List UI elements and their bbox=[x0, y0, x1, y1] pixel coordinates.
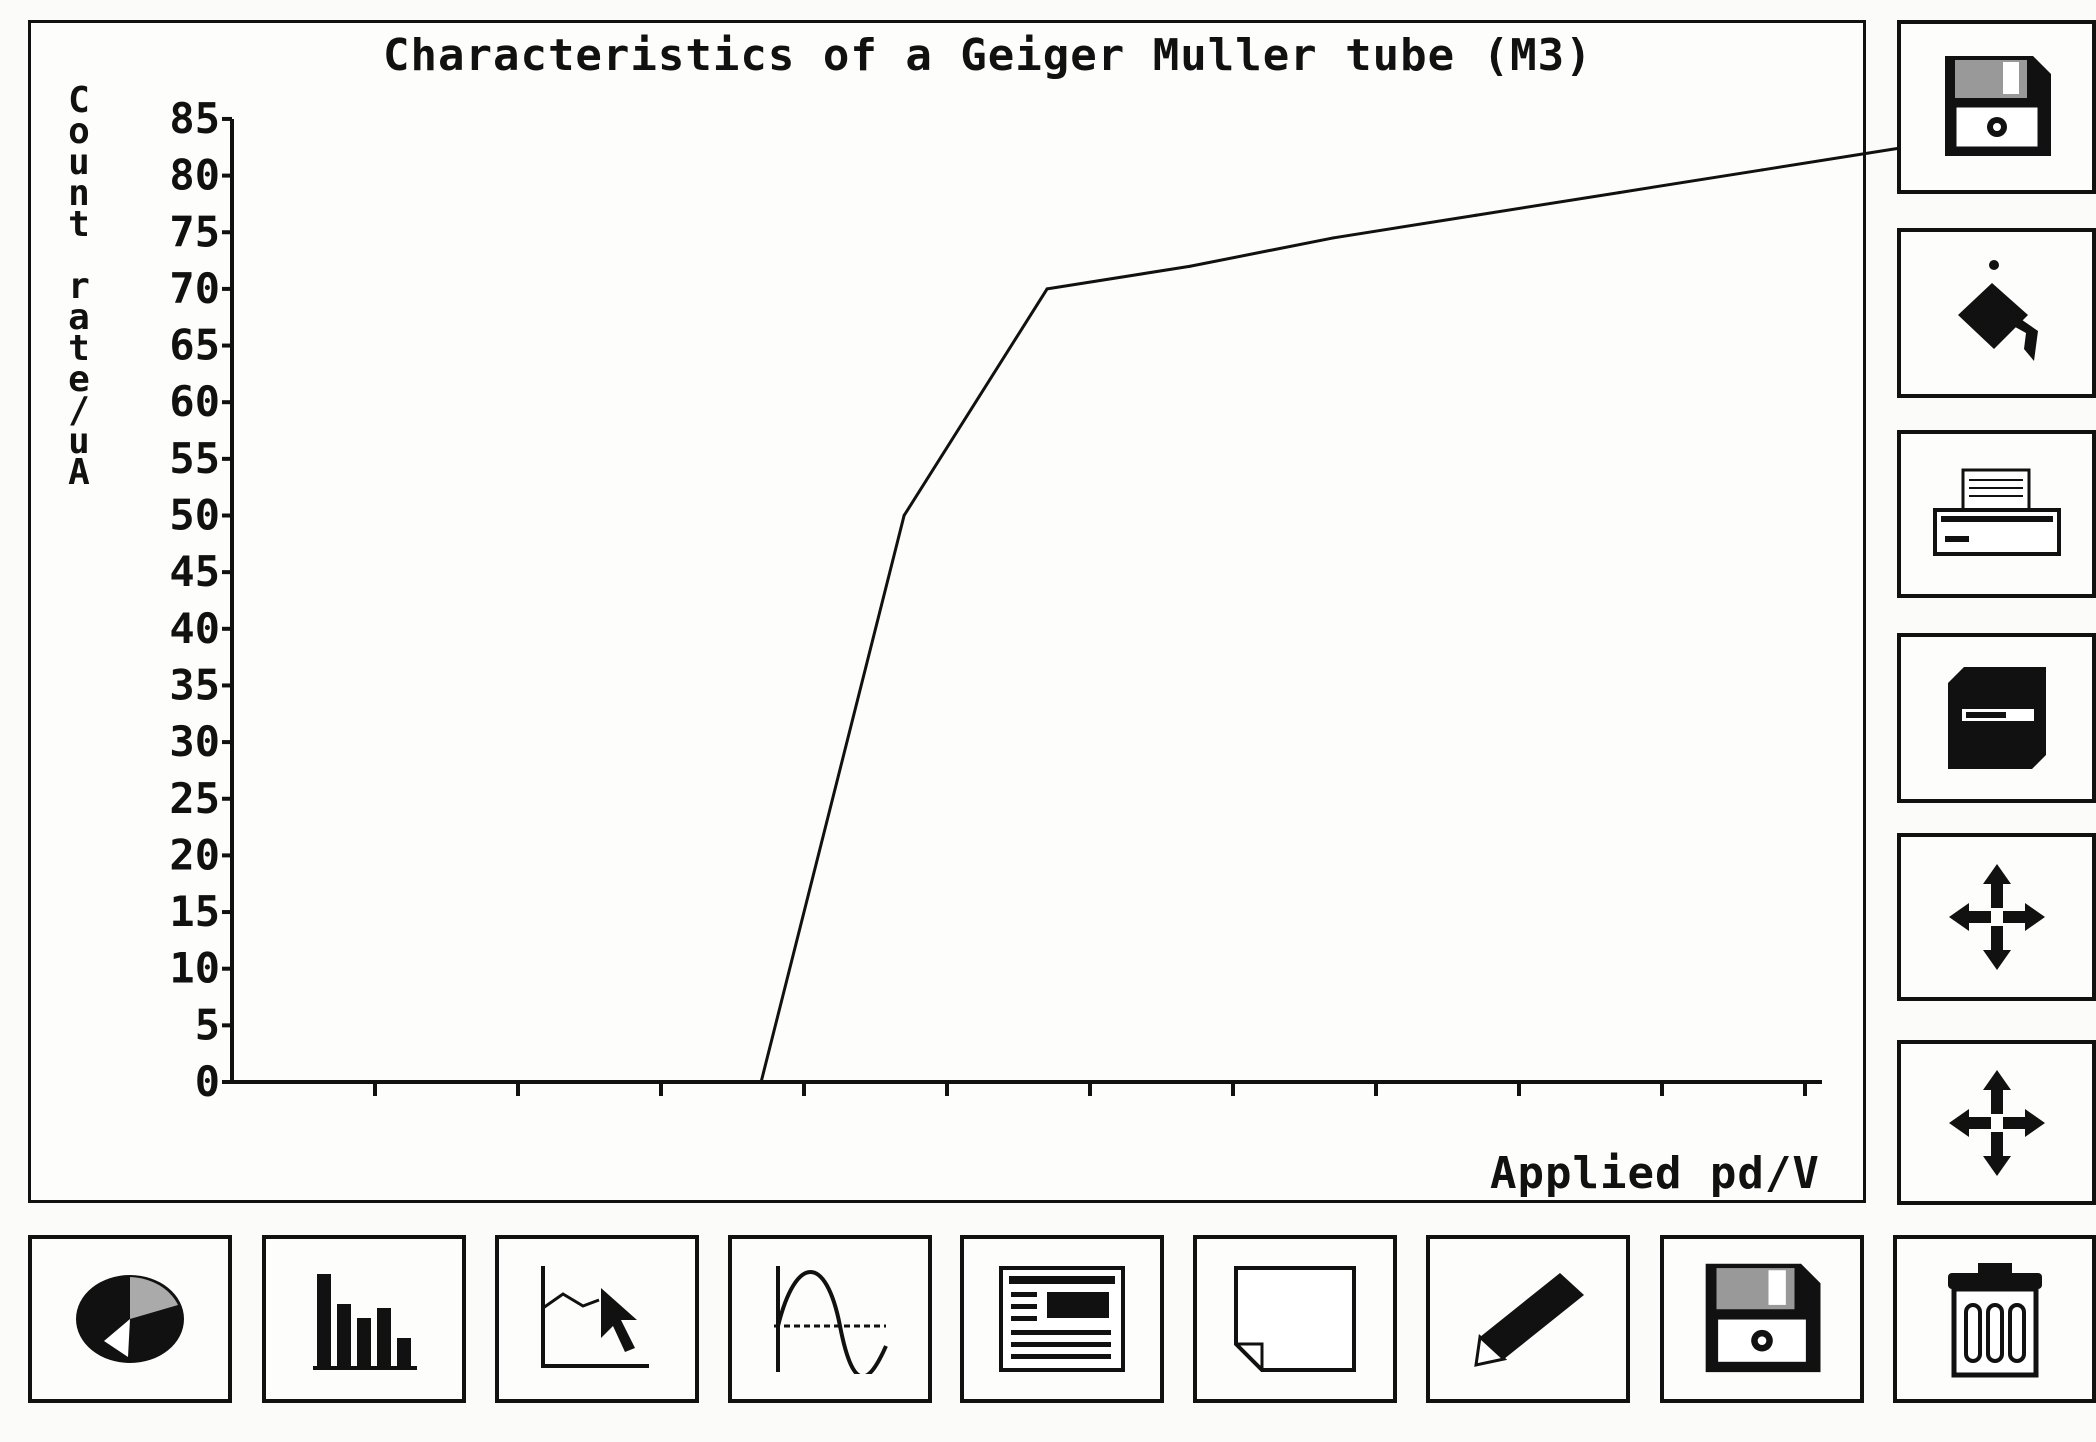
data-point bbox=[1331, 236, 1335, 240]
bar-chart-icon bbox=[313, 1274, 417, 1370]
move-graph-button[interactable] bbox=[1897, 1040, 2096, 1205]
data-point bbox=[1474, 213, 1478, 217]
trash-bin-icon bbox=[1947, 1263, 2042, 1378]
bar-chart-button[interactable] bbox=[262, 1235, 466, 1403]
pencil-button[interactable] bbox=[1426, 1235, 1630, 1403]
paint-fill-button[interactable] bbox=[1897, 228, 2096, 398]
y-tick-label: 80 bbox=[169, 151, 220, 200]
pencil-icon bbox=[1474, 1273, 1584, 1367]
print-button[interactable] bbox=[1897, 430, 2096, 598]
printer-icon bbox=[1932, 468, 2061, 556]
move-arrows-icon bbox=[1948, 864, 2045, 970]
blank-page-button[interactable] bbox=[1193, 1235, 1397, 1403]
curve-graph-button[interactable] bbox=[728, 1235, 932, 1403]
y-tick-label: 40 bbox=[169, 604, 220, 653]
y-tick-label: 65 bbox=[169, 321, 220, 370]
y-tick-label: 15 bbox=[169, 887, 220, 936]
text-document-icon bbox=[999, 1266, 1125, 1372]
line-graph-button[interactable] bbox=[495, 1235, 699, 1403]
data-point bbox=[902, 514, 906, 517]
save-disk-icon bbox=[1705, 1263, 1821, 1373]
y-tick-label: 0 bbox=[195, 1057, 220, 1106]
data-point bbox=[1617, 191, 1621, 195]
y-tick-label: 60 bbox=[169, 377, 220, 426]
data-point bbox=[316, 1080, 320, 1084]
curve-graph-icon bbox=[774, 1266, 888, 1374]
pie-chart-button[interactable] bbox=[28, 1235, 232, 1403]
y-tick-label: 50 bbox=[169, 491, 220, 540]
text-document-button[interactable] bbox=[960, 1235, 1164, 1403]
y-tick-label: 25 bbox=[169, 774, 220, 823]
line-graph-cursor-icon bbox=[541, 1266, 649, 1368]
save-disk-button[interactable] bbox=[1897, 20, 2096, 194]
chart-panel bbox=[28, 20, 1866, 1203]
y-tick-label: 45 bbox=[169, 547, 220, 596]
save-file-button[interactable] bbox=[1660, 1235, 1864, 1403]
paint-fill-icon bbox=[1957, 260, 2038, 361]
y-tick-label: 5 bbox=[195, 1000, 220, 1049]
save-disk-icon bbox=[1944, 56, 2051, 156]
y-tick-label: 30 bbox=[169, 717, 220, 766]
pie-chart-icon bbox=[76, 1275, 184, 1363]
data-point bbox=[1188, 264, 1192, 268]
data-point bbox=[1760, 168, 1764, 172]
move-arrows-icon bbox=[1948, 1069, 2045, 1176]
y-tick-label: 55 bbox=[169, 434, 220, 483]
blank-page-icon bbox=[1234, 1266, 1356, 1372]
data-point bbox=[759, 1080, 763, 1084]
trash-button[interactable] bbox=[1893, 1235, 2096, 1403]
y-tick-label: 70 bbox=[169, 264, 220, 313]
data-line bbox=[317, 145, 1906, 1084]
y-tick-label: 85 bbox=[169, 94, 220, 143]
y-tick-label: 75 bbox=[169, 207, 220, 256]
chart-title: Characteristics of a Geiger Muller tube … bbox=[383, 30, 1593, 81]
disk-drive-button[interactable] bbox=[1897, 633, 2096, 803]
y-tick-label: 20 bbox=[169, 830, 220, 879]
move-view-button[interactable] bbox=[1897, 833, 2096, 1001]
y-tick-label: 10 bbox=[169, 944, 220, 993]
x-axis-label: Applied pd/V bbox=[1490, 1148, 1820, 1199]
disk-drive-icon bbox=[1947, 667, 2046, 769]
y-tick-label: 35 bbox=[169, 660, 220, 709]
y-axis-label: C o u n t r a t e / u A bbox=[68, 80, 90, 493]
data-point bbox=[1045, 287, 1049, 291]
